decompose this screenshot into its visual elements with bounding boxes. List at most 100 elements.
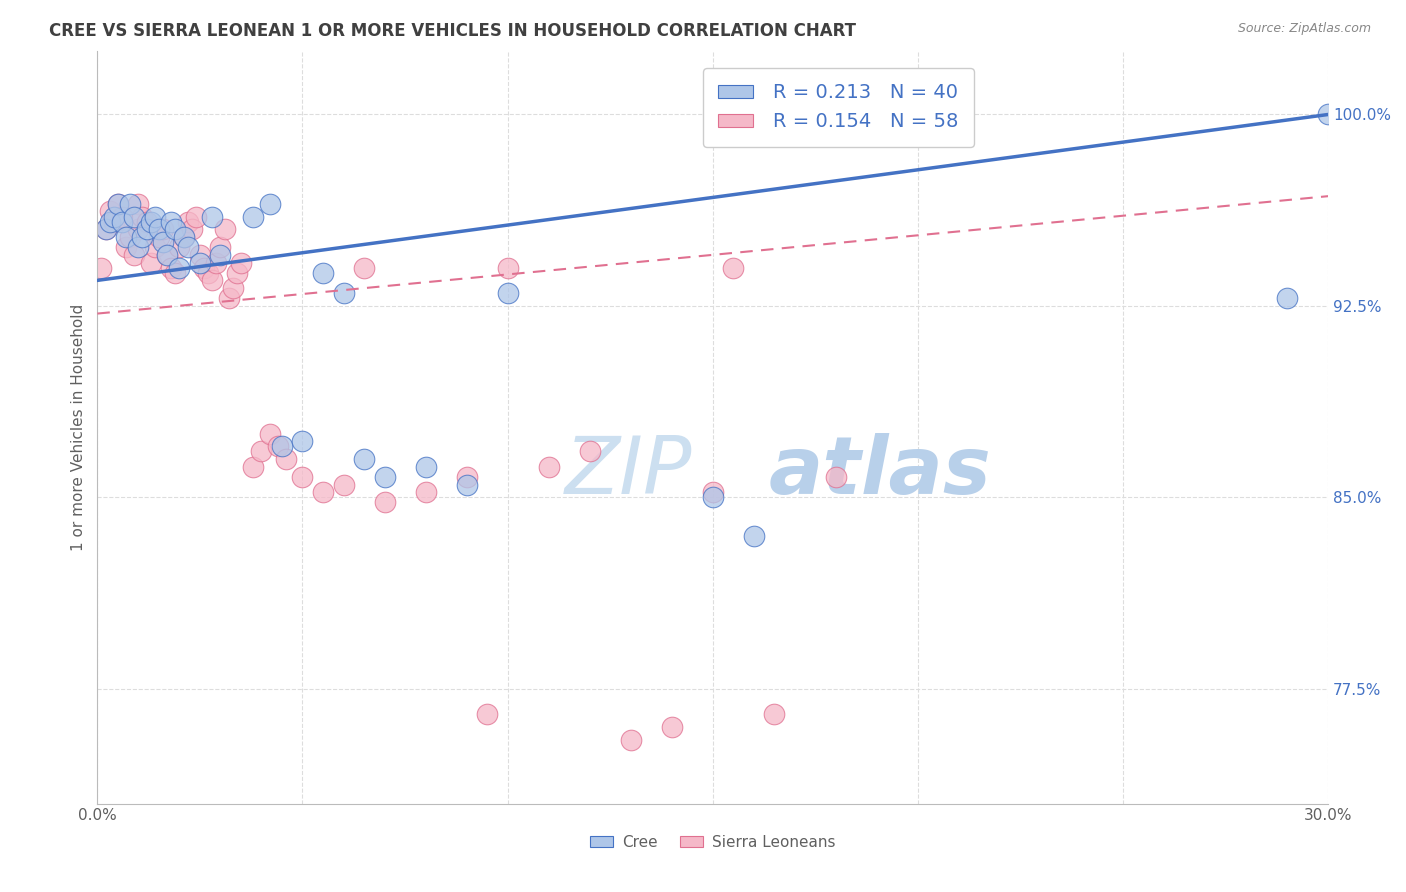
Point [111,215,134,229]
Point [222,281,245,295]
Point [173,230,195,244]
Point [415,459,437,474]
Point [94,222,117,236]
Point [103,210,125,224]
Point [176,240,198,254]
Y-axis label: 1 or more Vehicles in Household: 1 or more Vehicles in Household [72,303,86,550]
Point [152,222,174,236]
Point [98,215,121,229]
Point [124,248,146,262]
Point [131,210,153,224]
Point [184,210,207,224]
Point [180,222,202,236]
Point [209,248,232,262]
Point [332,477,354,491]
Point [131,230,153,244]
Point [353,260,375,275]
Text: CREE VS SIERRA LEONEAN 1 OR MORE VEHICLES IN HOUSEHOLD CORRELATION CHART: CREE VS SIERRA LEONEAN 1 OR MORE VEHICLE… [49,22,856,40]
Point [143,240,166,254]
Point [1275,291,1298,305]
Point [702,485,724,500]
Point [496,286,519,301]
Point [271,439,294,453]
Text: Source: ZipAtlas.com: Source: ZipAtlas.com [1237,22,1371,36]
Point [537,459,560,474]
Legend: R = 0.213   N = 40, R = 0.154   N = 58: R = 0.213 N = 40, R = 0.154 N = 58 [703,68,974,147]
Text: ZIP: ZIP [565,434,692,511]
Point [152,235,174,249]
Point [173,230,195,244]
Point [291,434,314,449]
Point [620,732,643,747]
Point [259,196,281,211]
Point [139,215,162,229]
Point [242,210,264,224]
Point [312,266,335,280]
Point [661,720,683,734]
Point [169,240,191,254]
Point [824,470,846,484]
Point [250,444,273,458]
Point [156,248,179,262]
Text: atlas: atlas [768,434,991,511]
Point [763,707,786,722]
Point [723,260,745,275]
Point [94,222,117,236]
Point [127,196,149,211]
Point [156,248,179,262]
Point [127,222,149,236]
Point [165,222,187,236]
Point [267,439,290,453]
Point [209,240,232,254]
Point [120,196,142,211]
Point [127,240,149,254]
Point [201,210,224,224]
Point [218,291,240,305]
Point [107,196,129,211]
Point [124,210,146,224]
Point [115,230,138,244]
Point [111,210,134,224]
Point [90,260,112,275]
Point [225,266,247,280]
Point [373,470,395,484]
Point [143,210,166,224]
Point [193,260,215,275]
Point [169,260,191,275]
Point [353,452,375,467]
Point [578,444,600,458]
Point [139,255,162,269]
Point [242,459,264,474]
Point [1317,107,1340,121]
Point [415,485,437,500]
Point [373,495,395,509]
Point [702,491,724,505]
Point [456,470,478,484]
Point [98,204,121,219]
Point [229,255,252,269]
Point [456,477,478,491]
Point [103,215,125,229]
Point [135,222,157,236]
Point [160,260,183,275]
Point [205,255,228,269]
Point [188,248,211,262]
Point [496,260,519,275]
Point [201,273,224,287]
Point [115,240,138,254]
Point [742,528,765,542]
Point [165,266,187,280]
Point [259,426,281,441]
Point [107,196,129,211]
Point [312,485,335,500]
Point [332,286,354,301]
Point [197,266,219,280]
Point [135,215,157,229]
Point [148,222,170,236]
Point [475,707,498,722]
Point [214,222,236,236]
Point [274,452,297,467]
Point [188,255,211,269]
Point [160,215,183,229]
Point [176,215,198,229]
